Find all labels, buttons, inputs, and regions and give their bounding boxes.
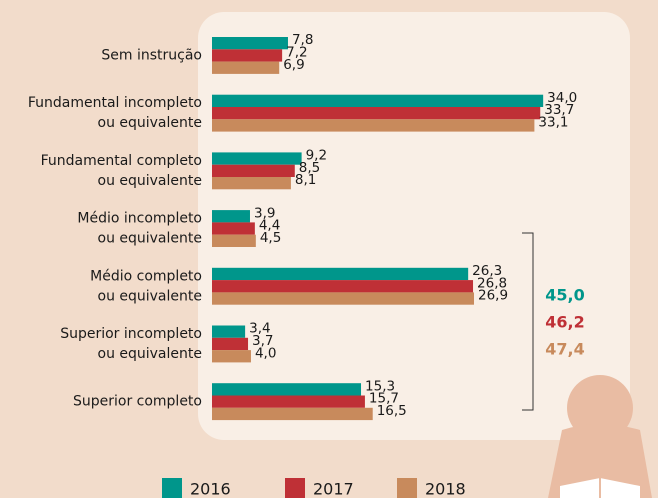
value-label: 33,1: [538, 114, 568, 130]
bar: [212, 383, 361, 395]
total-annotation: 45,0: [545, 286, 584, 305]
bar: [212, 62, 279, 74]
value-label: 6,9: [283, 57, 304, 73]
value-label: 4,5: [260, 230, 281, 246]
legend-swatch: [285, 478, 305, 498]
bar: [212, 338, 248, 350]
legend-swatch: [397, 478, 417, 498]
legend-swatch: [162, 478, 182, 498]
legend-label: 2018: [425, 480, 466, 498]
bar: [212, 235, 256, 247]
total-annotation: 46,2: [545, 313, 584, 332]
bar: [212, 152, 302, 164]
legend-label: 2016: [190, 480, 231, 498]
chart: Sem instrução7,87,26,9Fundamental incomp…: [0, 0, 658, 498]
legend-label: 2017: [313, 480, 354, 498]
category-label: Sem instrução: [101, 47, 202, 63]
total-annotation: 47,4: [545, 340, 584, 359]
bar: [212, 280, 473, 292]
value-label: 16,5: [377, 403, 407, 419]
bar: [212, 350, 251, 362]
bar: [212, 37, 288, 49]
bar: [212, 408, 373, 420]
bar: [212, 268, 468, 280]
bar: [212, 107, 540, 119]
bar: [212, 326, 245, 338]
bar: [212, 165, 295, 177]
category-label: Superior completo: [73, 394, 202, 410]
bar: [212, 222, 255, 234]
bar: [212, 210, 250, 222]
bar: [212, 396, 365, 408]
bar: [212, 49, 282, 61]
value-label: 26,9: [478, 288, 508, 304]
bar: [212, 177, 291, 189]
bar: [212, 95, 543, 107]
bar: [212, 119, 534, 131]
bar: [212, 292, 474, 304]
value-label: 8,1: [295, 172, 316, 188]
value-label: 4,0: [255, 345, 276, 361]
